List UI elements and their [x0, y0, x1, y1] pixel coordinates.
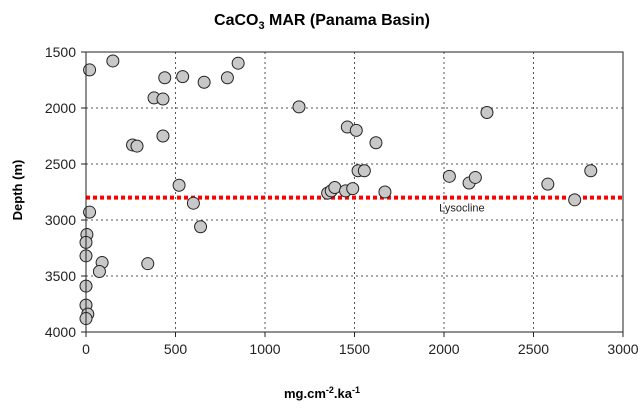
data-point — [568, 193, 582, 207]
data-point — [357, 164, 371, 178]
x-tick-label: 1000 — [249, 341, 280, 357]
data-point — [172, 178, 186, 192]
data-point — [378, 185, 392, 199]
data-point — [369, 136, 383, 150]
data-point — [231, 56, 245, 70]
data-point — [328, 181, 342, 195]
lysocline: Lysocline — [86, 195, 623, 215]
axes: 0 500 1000 1500 2000 2500 3000 1500 2000 2500 3000… — [45, 44, 639, 357]
data-point — [468, 170, 482, 184]
x-tick-label: 0 — [82, 341, 90, 357]
x-tick-label: 2500 — [518, 341, 549, 357]
chart-title: CaCO3 MAR (Panama Basin) — [214, 12, 430, 32]
x-tick-label: 3000 — [607, 341, 638, 357]
data-point — [141, 257, 155, 271]
data-point — [130, 139, 144, 153]
data-point — [584, 164, 598, 178]
y-axis-label: Depth (m) — [10, 160, 25, 221]
data-point — [92, 265, 106, 279]
data-point — [156, 129, 170, 143]
data-point — [176, 70, 190, 84]
data-point — [156, 92, 170, 106]
lysocline-label: Lysocline — [439, 203, 484, 215]
data-point — [186, 196, 200, 210]
data-point — [541, 177, 555, 191]
x-tick-label: 2000 — [428, 341, 459, 357]
data-point — [83, 63, 97, 77]
data-point — [220, 71, 234, 85]
y-tick-label: 2500 — [45, 156, 76, 172]
data-point — [442, 169, 456, 183]
x-tick-label: 1500 — [339, 341, 370, 357]
data-point — [83, 205, 97, 219]
data-point — [197, 75, 211, 89]
y-tick-label: 3000 — [45, 212, 76, 228]
y-tick-label: 3500 — [45, 268, 76, 284]
data-point — [349, 123, 363, 137]
data-point — [194, 220, 208, 234]
data-point — [106, 54, 120, 68]
data-point — [292, 100, 306, 114]
x-axis-label: mg.cm-2.ka-1 — [284, 385, 360, 401]
y-tick-label: 4000 — [45, 324, 76, 340]
x-tick-label: 500 — [164, 341, 188, 357]
data-points — [79, 54, 598, 326]
y-tick-label: 1500 — [45, 44, 76, 60]
data-point — [158, 71, 172, 85]
data-point — [346, 182, 360, 196]
data-point — [480, 105, 494, 119]
y-tick-label: 2000 — [45, 100, 76, 116]
